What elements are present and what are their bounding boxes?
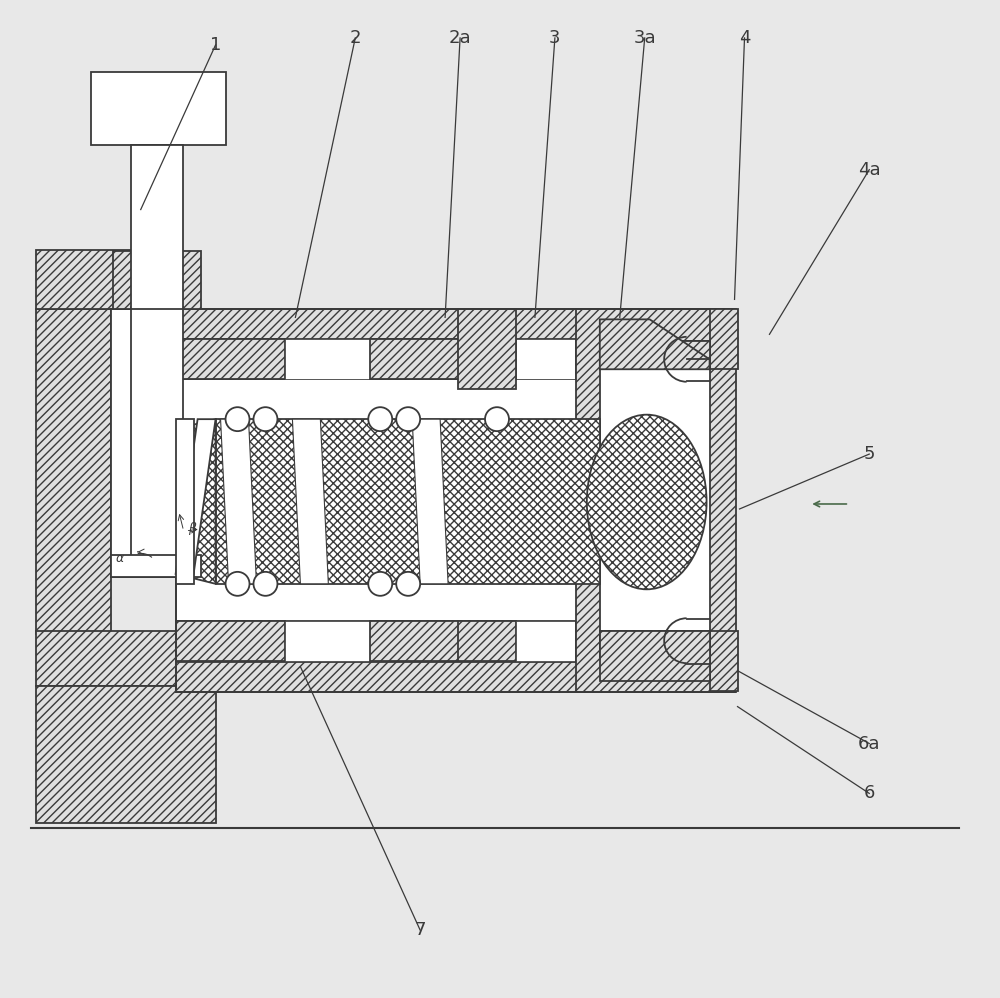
Bar [516, 339, 576, 379]
Bar [36, 250, 181, 309]
Text: α: α [116, 552, 124, 566]
Bar [176, 621, 285, 661]
Bar [176, 419, 194, 584]
Text: 4a: 4a [858, 161, 881, 179]
Bar [91, 72, 226, 145]
Bar [576, 339, 735, 379]
Text: 5: 5 [864, 445, 875, 463]
Bar [370, 621, 470, 661]
Circle shape [485, 407, 509, 431]
Bar [285, 621, 370, 661]
Circle shape [368, 407, 392, 431]
Polygon shape [176, 419, 216, 574]
Bar [111, 555, 201, 577]
Bar [36, 686, 216, 823]
Polygon shape [600, 341, 710, 369]
Text: β: β [188, 522, 196, 536]
Bar [111, 309, 176, 577]
Bar [36, 631, 181, 686]
Bar [36, 309, 111, 634]
Bar [370, 339, 470, 379]
Bar [576, 309, 736, 692]
Bar [516, 621, 576, 661]
Bar [458, 621, 516, 661]
Polygon shape [176, 419, 216, 584]
Ellipse shape [587, 415, 707, 589]
Polygon shape [216, 419, 600, 584]
Text: 1: 1 [210, 36, 221, 54]
Text: 6: 6 [864, 784, 875, 802]
Bar [176, 379, 735, 621]
Text: 4: 4 [739, 29, 750, 47]
Text: 2a: 2a [449, 29, 471, 47]
Polygon shape [292, 419, 328, 584]
Bar [710, 309, 738, 369]
Polygon shape [412, 419, 448, 584]
Text: 7: 7 [414, 921, 426, 939]
Polygon shape [221, 419, 256, 584]
Circle shape [396, 407, 420, 431]
Bar [710, 631, 738, 691]
Bar [131, 307, 183, 577]
Bar [576, 621, 735, 661]
Text: 6a: 6a [858, 735, 881, 752]
Bar [285, 339, 370, 379]
Circle shape [396, 572, 420, 596]
Polygon shape [600, 319, 710, 369]
Bar [600, 341, 710, 659]
Circle shape [253, 572, 277, 596]
Polygon shape [600, 631, 710, 681]
Bar [176, 662, 735, 692]
Circle shape [226, 572, 250, 596]
Bar [113, 251, 201, 309]
Text: 3a: 3a [633, 29, 656, 47]
Text: 3: 3 [549, 29, 561, 47]
Bar [176, 339, 285, 379]
Bar [131, 145, 183, 309]
Circle shape [226, 407, 250, 431]
Text: 2: 2 [350, 29, 361, 47]
Circle shape [368, 572, 392, 596]
Polygon shape [600, 631, 710, 659]
Bar [176, 309, 735, 339]
Bar [458, 309, 516, 389]
Circle shape [253, 407, 277, 431]
